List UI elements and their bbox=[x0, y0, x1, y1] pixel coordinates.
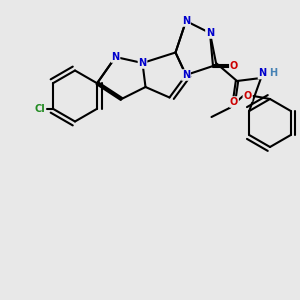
Text: H: H bbox=[269, 68, 278, 79]
Text: N: N bbox=[182, 16, 190, 26]
Text: N: N bbox=[111, 52, 120, 62]
Text: O: O bbox=[230, 61, 238, 71]
Text: N: N bbox=[258, 68, 267, 79]
Text: N: N bbox=[206, 28, 214, 38]
Text: Cl: Cl bbox=[34, 104, 45, 114]
Text: O: O bbox=[230, 97, 238, 107]
Text: N: N bbox=[182, 70, 190, 80]
Text: O: O bbox=[243, 91, 252, 101]
Text: N: N bbox=[138, 58, 147, 68]
